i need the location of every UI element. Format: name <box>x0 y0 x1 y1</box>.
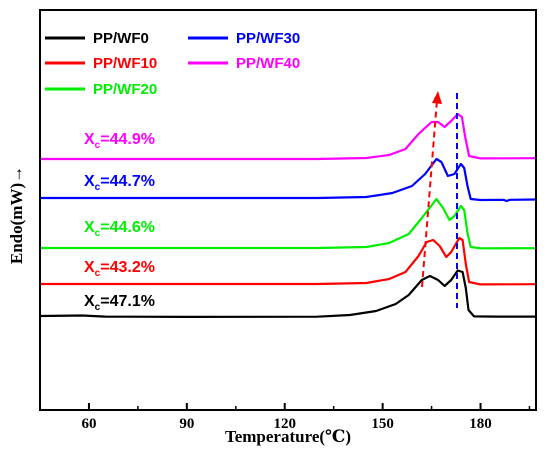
x-tick-label-90: 90 <box>179 416 194 432</box>
trace-pp-wf40 <box>40 112 537 161</box>
trace-pp-wf10 <box>40 236 537 286</box>
legend: PP/WF0 PP/WF10 PP/WF20 PP/WF30 PP/WF40 <box>45 30 300 98</box>
x-axis-ticks: 60 90 120 150 180 <box>39 403 531 432</box>
legend-label-pp-wf40: PP/WF40 <box>236 55 300 72</box>
trace-pp-wf30 <box>40 157 537 203</box>
xc-label-pp-wf0: Xc=47.1% <box>84 293 155 313</box>
xc-label-pp-wf10: Xc=43.2% <box>84 259 155 279</box>
legend-label-pp-wf20: PP/WF20 <box>93 81 157 98</box>
guide-lines <box>421 91 458 308</box>
legend-label-pp-wf0: PP/WF0 <box>93 30 149 47</box>
trace-pp-wf0 <box>39 269 536 318</box>
xc-label-pp-wf30: Xc=44.7% <box>84 173 155 193</box>
red-trend-line <box>421 99 438 288</box>
legend-label-pp-wf30: PP/WF30 <box>236 30 300 47</box>
x-axis-label: Temperature(℃) <box>225 427 351 446</box>
plot-frame <box>39 9 537 411</box>
x-tick-label-180: 180 <box>469 416 492 432</box>
trace-pp-wf20 <box>40 197 537 250</box>
trace-group <box>39 112 537 318</box>
legend-label-pp-wf10: PP/WF10 <box>93 55 157 72</box>
x-tick-label-150: 150 <box>371 416 394 432</box>
x-tick-label-120: 120 <box>273 416 296 432</box>
y-axis-label: Endo(mW)→ <box>7 166 26 264</box>
red-trend-arrowhead <box>432 91 442 104</box>
x-tick-label-60: 60 <box>81 416 96 432</box>
xc-label-pp-wf20: Xc=44.6% <box>84 219 155 239</box>
xc-label-pp-wf40: Xc=44.9% <box>84 131 155 151</box>
crystallinity-labels: Xc=47.1% Xc=43.2% Xc=44.6% Xc=44.7% Xc=44.9% <box>84 131 155 313</box>
